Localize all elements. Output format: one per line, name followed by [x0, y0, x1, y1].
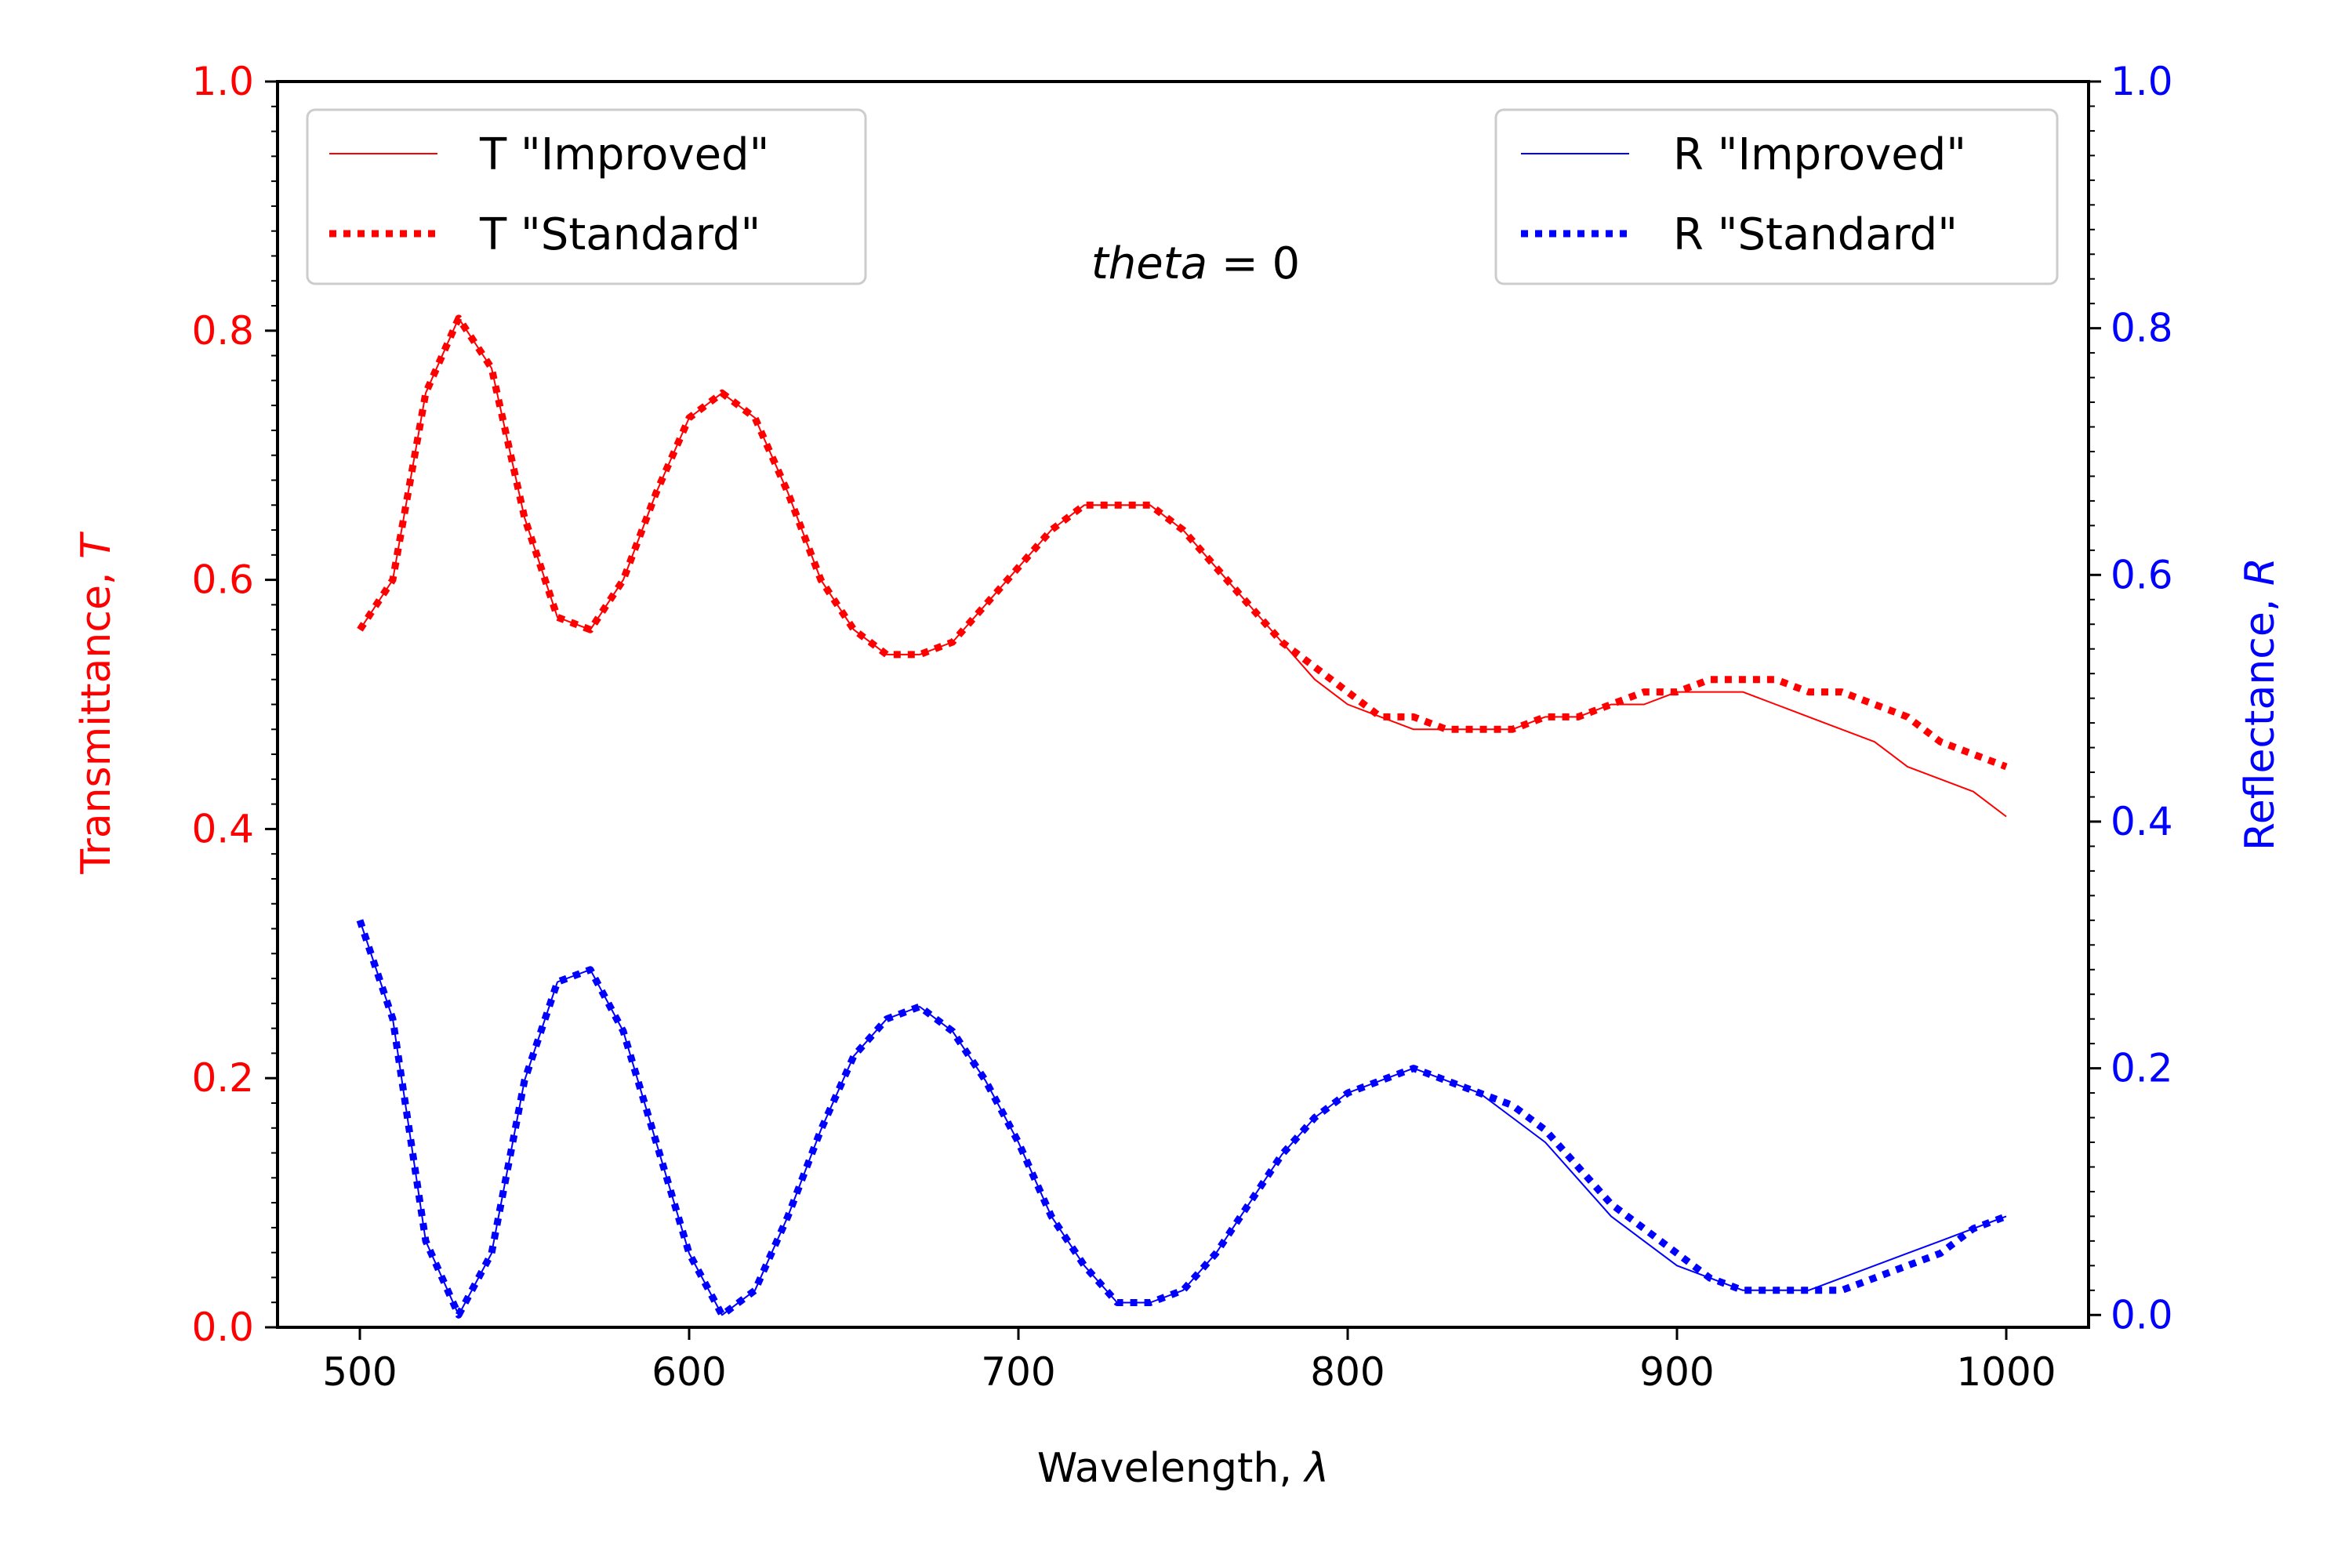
x-tick-label: 500 [322, 1349, 397, 1395]
y-axis-left-label: Transmittance, T [73, 531, 120, 875]
x-axis-label: Wavelength, λ [1037, 1445, 1329, 1492]
y-axis-right-label: Reflectance, R [2237, 557, 2284, 851]
legend-label-t-standard: T "Standard" [479, 209, 760, 260]
y-left-tick-label: 1.0 [191, 59, 254, 104]
x-tick-label: 800 [1310, 1349, 1385, 1395]
legend-label-t-improved: T "Improved" [479, 129, 769, 180]
legend-label-r-standard: R "Standard" [1673, 209, 1958, 260]
x-tick-label: 1000 [1956, 1349, 2056, 1395]
series-layer [356, 314, 2008, 1319]
x-tick-label: 900 [1639, 1349, 1714, 1395]
y-left-tick-label: 0.0 [191, 1305, 254, 1350]
legend-right-box [1494, 108, 2059, 285]
y-left-tick-label: 0.2 [191, 1055, 254, 1101]
annotation: theta = 0 [1091, 238, 1300, 289]
y-right-tick-label: 0.0 [2111, 1292, 2173, 1338]
y-right-tick-label: 0.2 [2111, 1046, 2173, 1091]
y-right-tick-label: 0.8 [2111, 306, 2173, 351]
x-tick-label: 700 [981, 1349, 1055, 1395]
y-right-tick-label: 1.0 [2111, 59, 2173, 104]
legend-label-r-improved: R "Improved" [1673, 129, 1966, 180]
series-line-r-standard [356, 919, 2008, 1319]
legend-left-box [306, 108, 867, 285]
y-right-tick-label: 0.4 [2111, 799, 2173, 844]
y-left-tick-label: 0.4 [191, 806, 254, 851]
y-left-tick-label: 0.6 [191, 557, 254, 603]
series-line-t-standard [357, 314, 2008, 771]
y-left-tick-label: 0.8 [191, 308, 254, 354]
legend-right: R "Improved" R "Standard" [1494, 108, 2059, 285]
ticks-layer: 500 600 700 800 900 1000 0.0 0.2 0.4 0.6 0.8 1.0 0.0… [191, 59, 2172, 1395]
y-right-tick-label: 0.6 [2111, 552, 2173, 597]
legend-left: T "Improved" T "Standard" [306, 108, 867, 285]
x-tick-label: 600 [652, 1349, 726, 1395]
